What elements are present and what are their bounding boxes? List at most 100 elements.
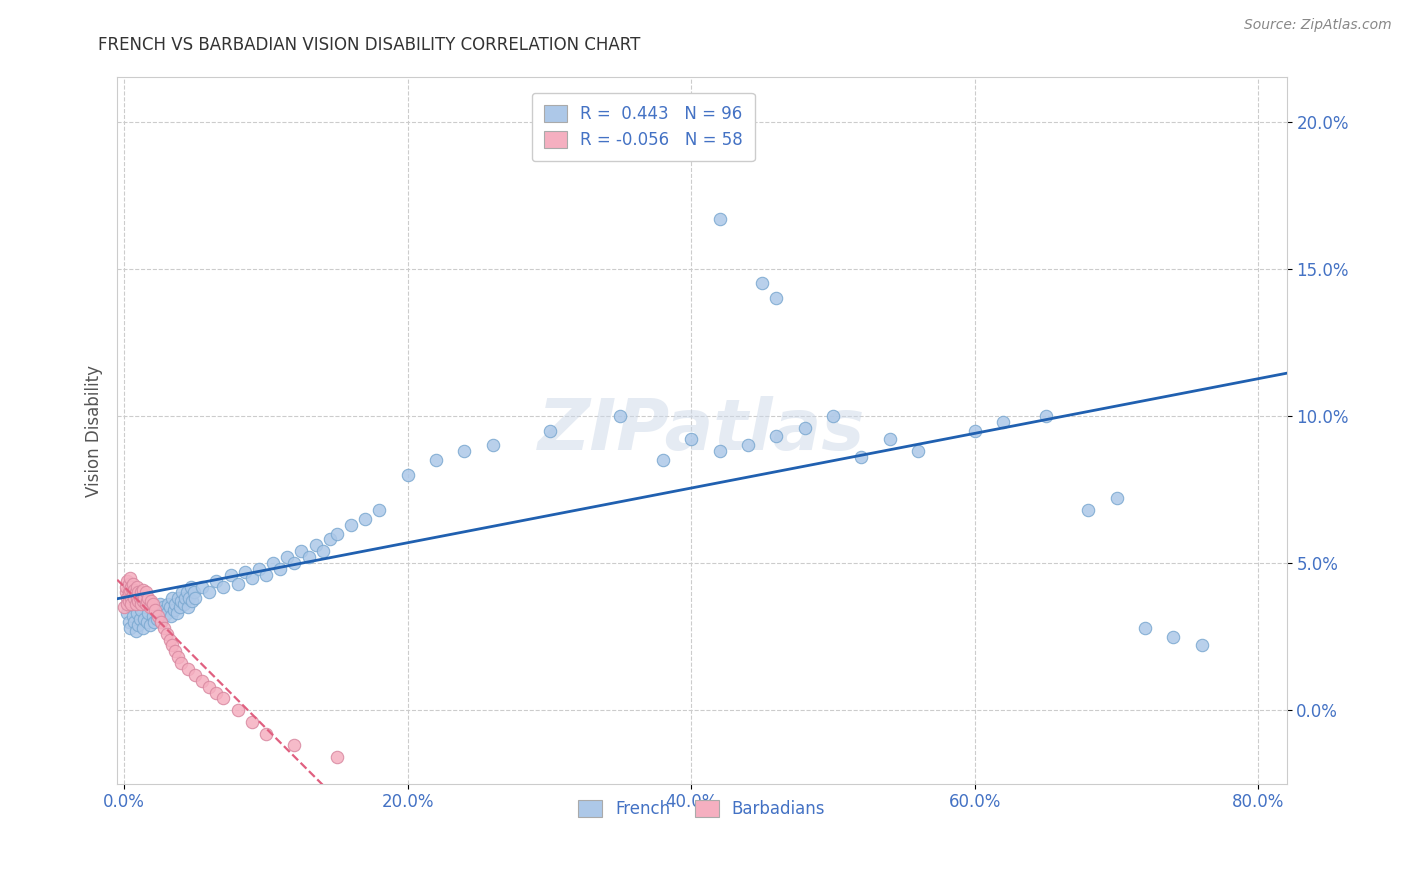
Point bbox=[283, 739, 305, 753]
Text: ZIPatlas: ZIPatlas bbox=[538, 396, 866, 465]
Point bbox=[354, 512, 377, 526]
Point bbox=[165, 597, 187, 611]
Point bbox=[155, 603, 177, 617]
Point bbox=[425, 453, 447, 467]
Point bbox=[482, 438, 505, 452]
Point bbox=[115, 574, 138, 588]
Point bbox=[609, 409, 631, 423]
Point bbox=[276, 550, 298, 565]
Point bbox=[240, 571, 263, 585]
Point bbox=[170, 594, 193, 608]
Point bbox=[184, 668, 207, 682]
Point bbox=[156, 606, 179, 620]
Point bbox=[149, 597, 172, 611]
Point bbox=[205, 685, 228, 699]
Point bbox=[117, 594, 139, 608]
Point bbox=[115, 591, 138, 606]
Point bbox=[138, 591, 160, 606]
Point bbox=[169, 600, 191, 615]
Point bbox=[131, 582, 153, 597]
Point bbox=[157, 597, 180, 611]
Point bbox=[963, 424, 986, 438]
Point bbox=[179, 591, 201, 606]
Point bbox=[124, 597, 146, 611]
Point bbox=[128, 612, 150, 626]
Point bbox=[153, 621, 176, 635]
Point bbox=[139, 600, 162, 615]
Point bbox=[122, 582, 145, 597]
Y-axis label: Vision Disability: Vision Disability bbox=[86, 365, 103, 497]
Text: Source: ZipAtlas.com: Source: ZipAtlas.com bbox=[1244, 18, 1392, 32]
Point bbox=[160, 609, 183, 624]
Point bbox=[120, 591, 142, 606]
Point bbox=[765, 429, 787, 443]
Point bbox=[254, 567, 277, 582]
Point bbox=[129, 585, 152, 599]
Point bbox=[125, 606, 148, 620]
Point bbox=[152, 600, 174, 615]
Point bbox=[114, 585, 136, 599]
Point bbox=[177, 600, 200, 615]
Point bbox=[115, 597, 138, 611]
Point bbox=[212, 691, 235, 706]
Legend: French, Barbadians: French, Barbadians bbox=[572, 793, 832, 825]
Point bbox=[117, 585, 139, 599]
Point bbox=[709, 211, 731, 226]
Point bbox=[326, 750, 349, 764]
Point bbox=[180, 580, 202, 594]
Point bbox=[1191, 639, 1213, 653]
Point bbox=[793, 420, 815, 434]
Point bbox=[737, 438, 759, 452]
Point bbox=[283, 556, 305, 570]
Point bbox=[145, 603, 167, 617]
Point bbox=[212, 580, 235, 594]
Point bbox=[114, 580, 136, 594]
Point bbox=[198, 585, 221, 599]
Point bbox=[312, 544, 335, 558]
Point bbox=[651, 453, 673, 467]
Point bbox=[165, 644, 187, 658]
Point bbox=[150, 615, 173, 629]
Point bbox=[138, 606, 160, 620]
Point bbox=[127, 585, 149, 599]
Point bbox=[198, 680, 221, 694]
Point bbox=[879, 433, 901, 447]
Point bbox=[117, 615, 139, 629]
Point bbox=[340, 517, 363, 532]
Point bbox=[120, 597, 142, 611]
Point bbox=[134, 612, 156, 626]
Point bbox=[205, 574, 228, 588]
Point bbox=[150, 615, 173, 629]
Point bbox=[148, 606, 170, 620]
Point bbox=[118, 582, 141, 597]
Point bbox=[240, 714, 263, 729]
Point bbox=[120, 580, 142, 594]
Point bbox=[124, 624, 146, 638]
Point bbox=[135, 597, 157, 611]
Point bbox=[128, 591, 150, 606]
Point bbox=[709, 444, 731, 458]
Point bbox=[907, 444, 929, 458]
Point bbox=[127, 594, 149, 608]
Point bbox=[173, 597, 195, 611]
Point bbox=[262, 556, 284, 570]
Point bbox=[191, 673, 214, 688]
Point bbox=[121, 585, 143, 599]
Point bbox=[122, 591, 145, 606]
Point bbox=[177, 662, 200, 676]
Point bbox=[162, 639, 184, 653]
Point bbox=[121, 576, 143, 591]
Point bbox=[297, 550, 319, 565]
Point bbox=[122, 615, 145, 629]
Point bbox=[326, 526, 349, 541]
Point bbox=[991, 415, 1014, 429]
Point bbox=[118, 571, 141, 585]
Point bbox=[269, 562, 291, 576]
Point bbox=[124, 585, 146, 599]
Point bbox=[1105, 491, 1128, 506]
Point bbox=[651, 129, 673, 144]
Point bbox=[118, 621, 141, 635]
Point bbox=[159, 632, 181, 647]
Point bbox=[172, 585, 194, 599]
Point bbox=[159, 600, 181, 615]
